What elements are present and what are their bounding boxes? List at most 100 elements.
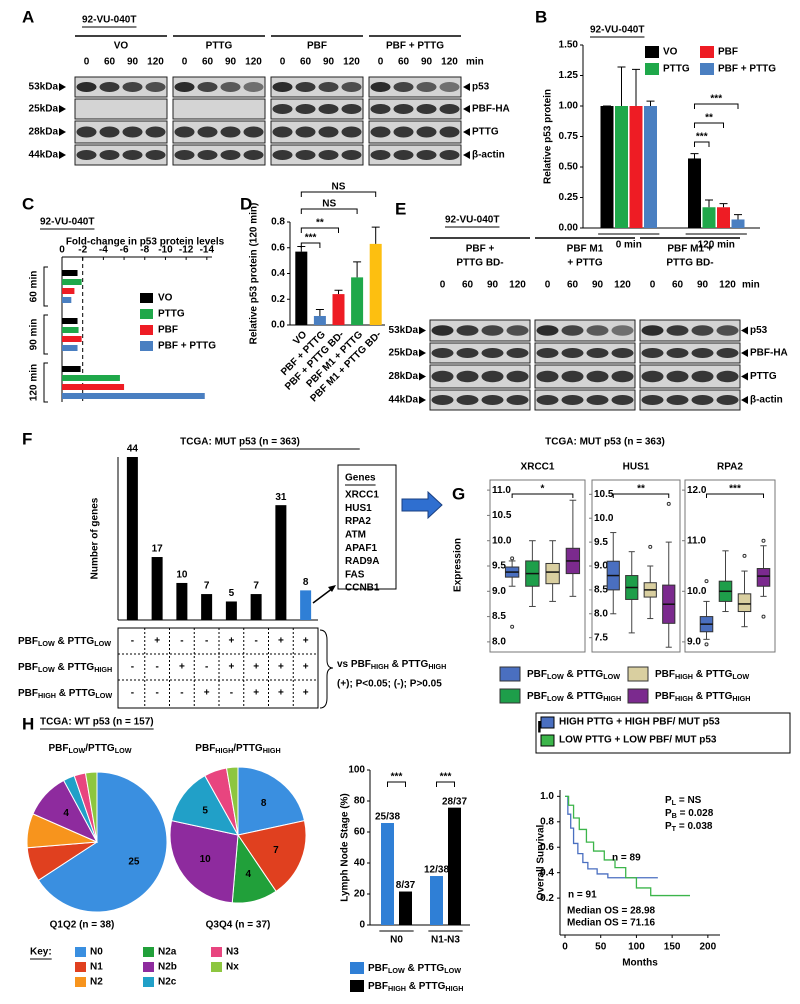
timepoint: 120 <box>441 57 458 68</box>
text-part: LOW <box>444 966 461 975</box>
band <box>456 325 479 336</box>
survival-curve <box>565 795 658 879</box>
significance: *** <box>305 233 317 244</box>
band <box>481 370 504 383</box>
sign: + <box>179 662 185 673</box>
value-label: 5 <box>229 588 235 599</box>
y-axis-label: Relative p53 protein <box>543 89 554 184</box>
marker-arrow <box>59 151 66 159</box>
outlier <box>742 553 747 558</box>
text-part: PBF <box>368 963 388 974</box>
slice-label: 4 <box>63 808 69 819</box>
protein-label: PTTG <box>472 127 499 138</box>
sign: - <box>131 636 134 647</box>
gene-name: XRCC1 <box>521 462 555 473</box>
sign: + <box>154 636 160 647</box>
genes-box <box>337 464 397 590</box>
band <box>393 104 414 114</box>
sign: - <box>180 636 183 647</box>
sign: + <box>278 688 284 699</box>
blot-strip <box>368 144 462 166</box>
y-tick-label: 40 <box>354 858 366 869</box>
text-part: & PTTG <box>56 688 96 699</box>
timepoint: 90 <box>323 57 335 68</box>
band <box>716 325 739 336</box>
x-axis-label: Fold-change in p53 protein levels <box>66 237 225 248</box>
bar <box>295 251 308 325</box>
x-tick-label: N1-N3 <box>431 935 460 946</box>
band <box>641 395 664 405</box>
size-marker: 28kDa <box>389 371 419 382</box>
gene: ATM <box>345 530 366 541</box>
y-tick-label: 7.5 <box>594 632 608 643</box>
size-marker: 44kDa <box>389 395 419 406</box>
panel-label: A <box>22 7 34 26</box>
text-part: & PTTG <box>389 659 429 670</box>
timepoint: 120 <box>343 57 360 68</box>
bar <box>62 297 72 303</box>
text-part: HIGH <box>675 694 693 703</box>
n-label: n = 91 <box>568 890 597 901</box>
bar <box>62 336 82 342</box>
sig-bracket <box>694 103 739 109</box>
timepoint: 0 <box>182 57 188 68</box>
band <box>295 126 316 138</box>
legend-swatch <box>700 63 714 75</box>
band <box>456 348 479 358</box>
band <box>431 348 454 358</box>
band <box>416 126 437 138</box>
outlier <box>510 624 515 629</box>
key-swatch <box>211 947 222 957</box>
bar <box>313 315 326 325</box>
y-tick-label: 0.4 <box>540 867 554 878</box>
marker-arrow <box>419 349 426 357</box>
box <box>737 593 752 613</box>
sign: + <box>278 662 284 673</box>
bar <box>688 158 701 228</box>
band <box>666 395 689 405</box>
significance: ** <box>316 218 324 229</box>
group-bracket <box>43 362 48 403</box>
legend-box <box>535 712 791 754</box>
timepoint: 0 <box>650 280 656 291</box>
band <box>99 82 120 92</box>
band <box>439 126 460 138</box>
legend-label: PBFLOW & PTTGLOW <box>527 669 620 681</box>
sign: - <box>205 662 208 673</box>
text-part: LOW <box>547 694 564 703</box>
y-tick-label: 0.00 <box>559 223 579 234</box>
legend-swatch <box>627 666 649 682</box>
marker-arrow <box>59 128 66 136</box>
band <box>393 82 414 92</box>
sign: + <box>303 688 309 699</box>
key-swatch <box>143 977 154 987</box>
brace <box>319 629 334 709</box>
bar <box>151 557 163 620</box>
sign: + <box>204 688 210 699</box>
band <box>431 395 454 405</box>
bar <box>176 582 188 620</box>
timepoint: 0 <box>280 57 286 68</box>
text-part: PBF <box>368 981 388 992</box>
band <box>666 325 689 336</box>
sig-bracket <box>387 781 406 787</box>
y-tick-label: 100 <box>348 765 365 776</box>
x-tick-label: -6 <box>120 245 129 256</box>
timepoint: 60 <box>202 57 214 68</box>
error-bar <box>371 226 380 244</box>
sign: + <box>303 636 309 647</box>
bar <box>201 594 213 620</box>
band <box>370 104 391 114</box>
band <box>197 150 218 160</box>
bar <box>332 294 345 325</box>
bar <box>62 366 81 372</box>
panel-label: C <box>22 194 34 213</box>
sign: - <box>155 662 158 673</box>
pie-title: PBFHIGH/PTTGHIGH <box>195 743 280 755</box>
x-tick-label: 0 <box>59 245 65 256</box>
y-tick-label: 0.0 <box>271 320 285 331</box>
panel-label: E <box>395 199 406 218</box>
band <box>431 370 454 383</box>
legend-label: LOW PTTG + LOW PBF/ MUT p53 <box>559 735 717 746</box>
band <box>272 104 293 114</box>
